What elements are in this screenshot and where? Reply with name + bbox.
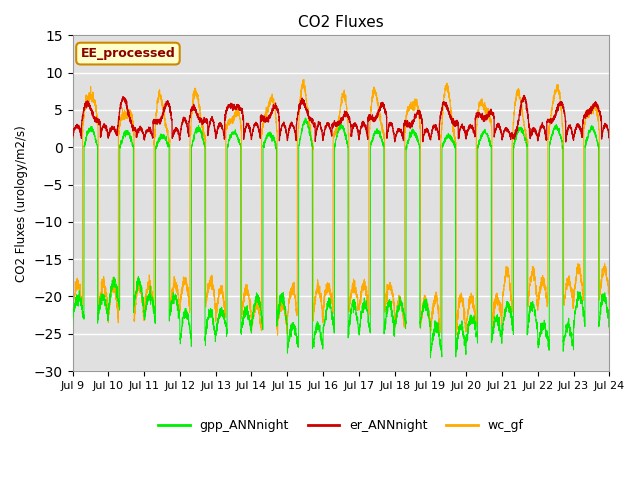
Y-axis label: CO2 Fluxes (urology/m2/s): CO2 Fluxes (urology/m2/s) xyxy=(15,125,28,282)
Legend: gpp_ANNnight, er_ANNnight, wc_gf: gpp_ANNnight, er_ANNnight, wc_gf xyxy=(154,414,529,437)
Text: EE_processed: EE_processed xyxy=(81,47,175,60)
Title: CO2 Fluxes: CO2 Fluxes xyxy=(298,15,384,30)
